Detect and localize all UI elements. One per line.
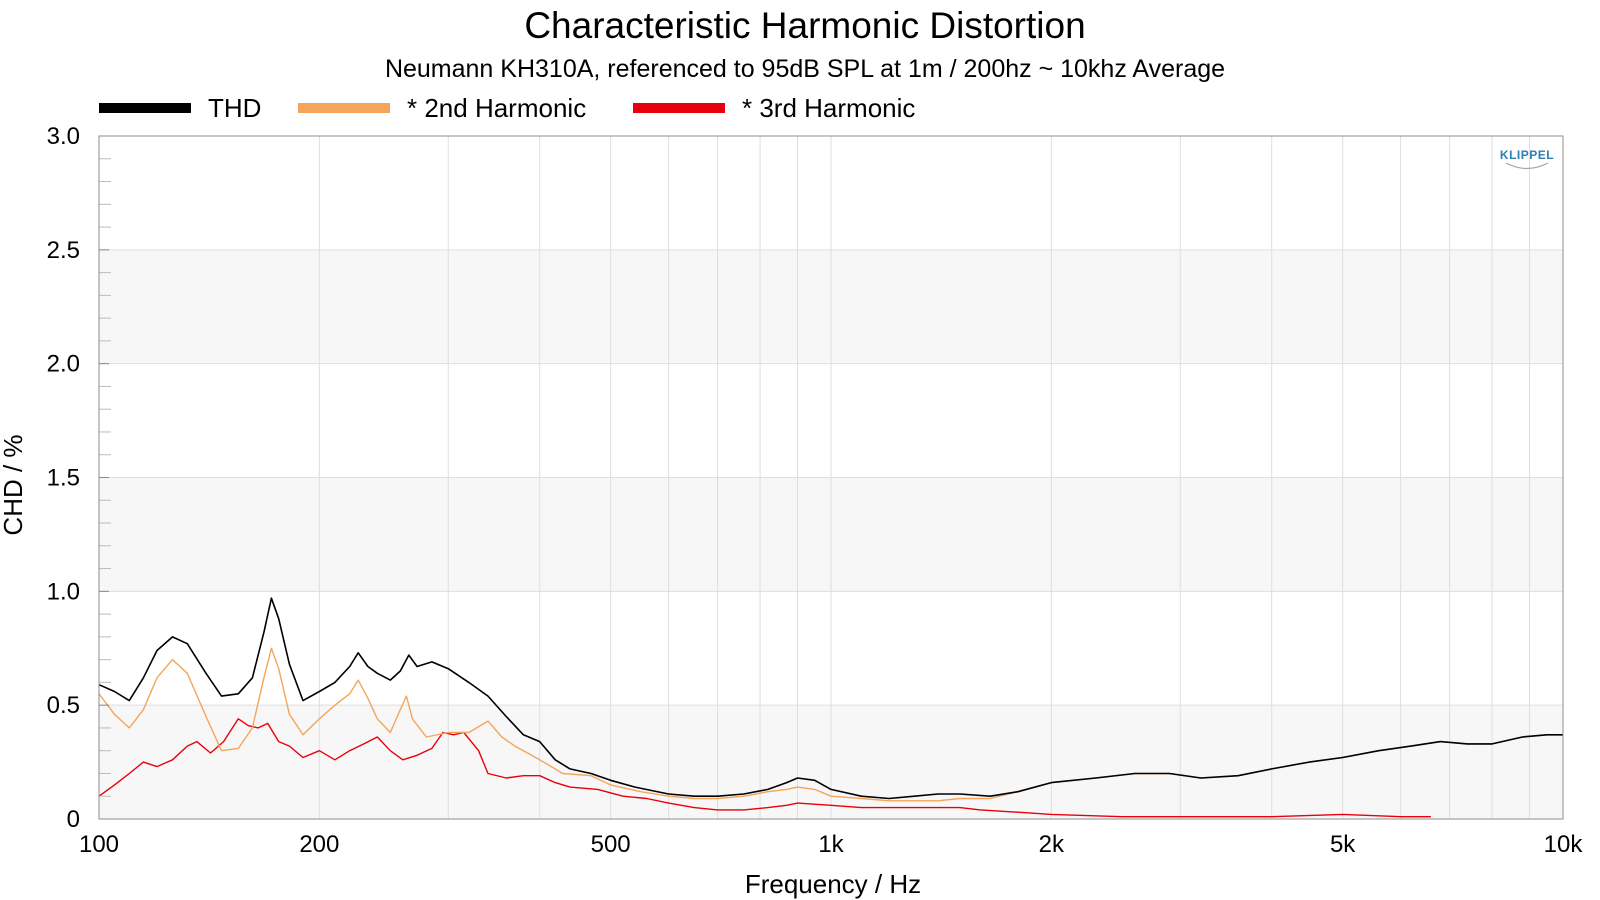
x-tick-label: 200 <box>299 831 339 858</box>
x-tick-label: 2k <box>1039 831 1065 858</box>
y-tick-label: 0.5 <box>47 692 80 719</box>
plot-frame <box>98 135 1564 820</box>
series-layer <box>98 597 1563 818</box>
x-tick-label: 100 <box>79 831 119 858</box>
axes <box>98 135 1564 820</box>
legend-swatch <box>298 103 390 113</box>
series-line-2 <box>98 718 1431 818</box>
series-line-0 <box>98 597 1563 800</box>
legend-swatch <box>99 103 191 113</box>
watermark-text: KLIPPEL <box>1500 148 1554 162</box>
x-tick-label: 10k <box>1544 831 1584 858</box>
x-tick-label: 5k <box>1330 831 1356 858</box>
legend-label: THD <box>208 93 261 123</box>
legend: THD * 2nd Harmonic * 3rd Harmonic <box>99 93 915 123</box>
x-tick-label: 1k <box>818 831 844 858</box>
chart-title: Characteristic Harmonic Distortion <box>524 5 1085 46</box>
y-tick-label: 1.0 <box>47 578 80 605</box>
klippel-logo: KLIPPEL <box>1500 148 1554 170</box>
x-tick-label: 500 <box>591 831 631 858</box>
y-tick-label: 1.5 <box>47 465 80 492</box>
y-tick-label: 2.0 <box>47 351 80 378</box>
y-tick-label: 2.5 <box>47 237 80 264</box>
y-tick-label: 3.0 <box>47 123 80 150</box>
y-axis-label: CHD / % <box>0 434 28 535</box>
legend-item: * 3rd Harmonic <box>633 93 915 123</box>
legend-item: * 2nd Harmonic <box>298 93 586 123</box>
legend-swatch <box>633 103 725 113</box>
x-axis-label: Frequency / Hz <box>745 869 921 899</box>
legend-label: * 2nd Harmonic <box>407 93 586 123</box>
chart-subtitle: Neumann KH310A, referenced to 95dB SPL a… <box>385 55 1225 83</box>
x-tick-labels: 100 200 500 1k 2k 5k 10k <box>79 831 1583 858</box>
logo-arc <box>1505 162 1549 170</box>
legend-label: * 3rd Harmonic <box>742 93 915 123</box>
y-tick-label: 0 <box>67 806 80 833</box>
y-tick-labels: 0 0.5 1.0 1.5 2.0 2.5 3.0 <box>47 123 80 833</box>
legend-item: THD <box>99 93 261 123</box>
